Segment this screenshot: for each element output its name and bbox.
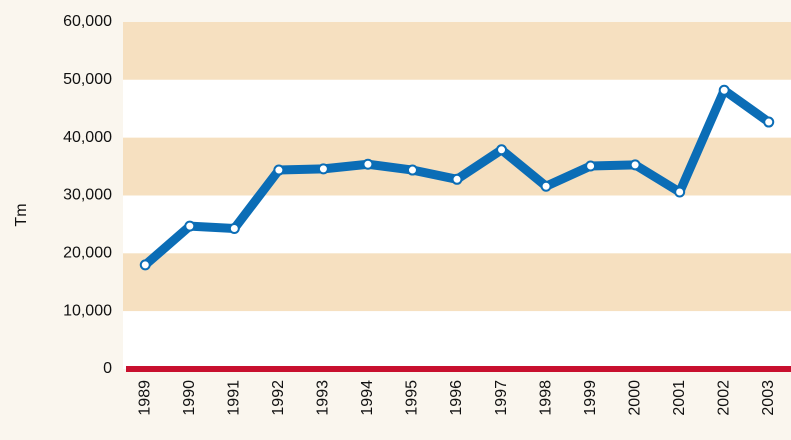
data-point — [629, 159, 641, 171]
y-tick-label: 0 — [103, 360, 112, 377]
data-point — [362, 158, 374, 170]
grid-band — [123, 253, 791, 312]
data-point — [139, 259, 151, 271]
x-tick-label: 1996 — [448, 380, 465, 416]
y-tick-label: 20,000 — [63, 245, 112, 262]
y-tick-label: 50,000 — [63, 71, 112, 88]
x-tick-label: 1998 — [537, 380, 554, 416]
x-tick-label: 2000 — [626, 380, 643, 416]
data-point — [406, 164, 418, 176]
y-axis-label: Tm — [13, 203, 30, 226]
x-tick-label: 1989 — [136, 380, 153, 416]
data-point — [184, 220, 196, 232]
x-tick-label: 1993 — [315, 380, 332, 416]
y-tick-label: 60,000 — [63, 13, 112, 30]
data-point — [763, 116, 775, 128]
data-point — [674, 186, 686, 198]
data-point — [228, 222, 240, 234]
x-tick-label: 2003 — [760, 380, 777, 416]
x-tick-label: 2002 — [715, 380, 732, 416]
data-point — [540, 180, 552, 192]
x-tick-label: 1992 — [270, 380, 287, 416]
x-tick-label: 1991 — [226, 380, 243, 416]
x-tick-label: 1995 — [404, 380, 421, 416]
x-tick-label: 1997 — [493, 380, 510, 416]
data-point — [718, 84, 730, 96]
data-point — [585, 160, 597, 172]
y-tick-label: 40,000 — [63, 129, 112, 146]
data-point — [451, 173, 463, 185]
data-point — [317, 163, 329, 175]
y-tick-label: 30,000 — [63, 187, 112, 204]
x-tick-label: 1999 — [582, 380, 599, 416]
grid-band — [123, 79, 791, 138]
x-tick-label: 1990 — [181, 380, 198, 416]
x-tick-label: 1994 — [359, 380, 376, 416]
x-tick-label: 2001 — [671, 380, 688, 416]
grid-band — [123, 22, 791, 80]
y-tick-label: 10,000 — [63, 302, 112, 319]
data-point — [273, 164, 285, 176]
data-point — [496, 144, 508, 156]
grid-band — [123, 311, 791, 369]
